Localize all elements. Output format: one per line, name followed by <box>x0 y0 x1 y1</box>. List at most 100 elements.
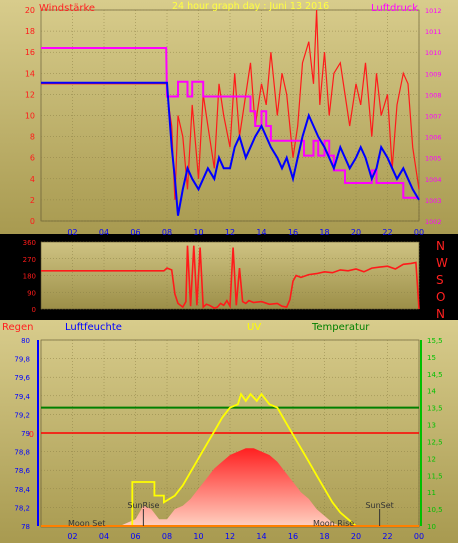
climate-x-tick-label: 08 <box>162 532 172 541</box>
wind-tick-label: 0 <box>30 217 35 226</box>
climate-x-tick-label: 10 <box>193 532 203 541</box>
direction-letter-o: O <box>436 290 445 304</box>
temperature-tick-label: 12,5 <box>427 438 443 446</box>
humidity-tick-label: 78,8 <box>14 449 30 457</box>
climate-x-tick-label: 22 <box>382 532 392 541</box>
humidity-y-axis: 78 78,2 78,4 78,6 78,8 79 79,2 79,4 79,6 79,8 80 <box>14 337 39 531</box>
humidity-tick-label: 78,6 <box>14 467 30 475</box>
moon-marker-label: Moon Set <box>68 519 105 528</box>
wind-tick-label: 10 <box>25 112 35 121</box>
wind-y-axis: 0 2 4 6 8 10 12 14 16 18 20 <box>25 6 35 226</box>
pressure-tick-label: 1010 <box>425 49 442 57</box>
wind-tick-label: 14 <box>25 69 35 78</box>
pressure-tick-label: 1006 <box>425 134 442 142</box>
sun-marker-label: SunSet <box>365 501 393 510</box>
wind-gust-line <box>41 9 420 200</box>
pressure-tick-label: 1003 <box>425 197 442 205</box>
pressure-tick-label: 1007 <box>425 113 442 121</box>
temperature-tick-label: 11,5 <box>427 472 443 480</box>
wind-x-tick-label: 00 <box>414 228 424 237</box>
humidity-tick-label: 79,4 <box>14 393 30 401</box>
rain-label: Regen <box>2 322 34 333</box>
wind-tick-label: 2 <box>30 196 35 205</box>
direction-letter-s: S <box>436 273 444 287</box>
sun-moon-markers: SunRise SunSet Moon Set Moon Rise <box>68 501 394 528</box>
wind-x-tick-label: 14 <box>256 228 266 237</box>
wind-x-tick-label: 08 <box>162 228 172 237</box>
direction-tick-label: 180 <box>23 273 36 281</box>
humidity-label: Luftfeuchte <box>65 322 122 333</box>
humidity-tick-label: 80 <box>21 337 30 345</box>
climate-x-tick-label: 14 <box>256 532 266 541</box>
rain-zero-marker: 0 <box>29 430 34 439</box>
pressure-line <box>41 47 419 199</box>
wind-tick-label: 8 <box>30 133 35 142</box>
climate-x-axis: 02 04 06 08 10 12 14 16 18 20 22 00 <box>67 532 424 541</box>
temperature-tick-label: 15,5 <box>427 337 443 345</box>
wind-x-tick-label: 12 <box>225 228 235 237</box>
wind-x-tick-label: 10 <box>193 228 203 237</box>
temperature-y-axis: 10 10,5 11 11,5 12 12,5 13 13,5 14 14,5 15 15,5 <box>420 337 443 531</box>
pressure-tick-label: 1012 <box>425 7 442 15</box>
wind-x-tick-label: 20 <box>351 228 361 237</box>
pressure-tick-label: 1009 <box>425 70 442 78</box>
direction-letter-n-bottom: N <box>436 307 445 321</box>
direction-letter-n-top: N <box>436 239 445 253</box>
wind-x-tick-label: 02 <box>67 228 77 237</box>
wind-tick-label: 18 <box>25 27 35 36</box>
temperature-tick-label: 10 <box>427 523 436 531</box>
humidity-tick-label: 78,2 <box>14 504 30 512</box>
wind-label: Windstärke <box>39 3 95 14</box>
wind-tick-label: 12 <box>25 90 35 99</box>
sun-marker-label: SunRise <box>127 501 159 510</box>
wind-x-tick-label: 04 <box>99 228 109 237</box>
temperature-tick-label: 11 <box>427 489 436 497</box>
direction-tick-label: 0 <box>32 306 36 314</box>
pressure-y-axis: 1002 1003 1004 1005 1006 1007 1008 1009 1010 1011… <box>425 7 442 226</box>
wind-tick-label: 20 <box>25 6 35 15</box>
uv-label: UV <box>247 322 261 333</box>
temperature-tick-label: 10,5 <box>427 506 443 514</box>
climate-x-tick-label: 18 <box>319 532 329 541</box>
pressure-tick-label: 1002 <box>425 218 442 226</box>
climate-x-tick-label: 06 <box>130 532 140 541</box>
climate-x-tick-label: 04 <box>99 532 109 541</box>
pressure-tick-label: 1004 <box>425 176 442 184</box>
pressure-label: Luftdruck <box>371 3 418 14</box>
temperature-tick-label: 15 <box>427 354 436 362</box>
humidity-tick-label: 79,2 <box>14 411 30 419</box>
wind-x-tick-label: 16 <box>288 228 298 237</box>
wind-x-tick-label: 06 <box>130 228 140 237</box>
wind-tick-label: 4 <box>30 175 35 184</box>
wind-tick-label: 6 <box>30 154 35 163</box>
direction-letters: N W S O N <box>436 239 448 321</box>
wind-average-line <box>41 81 420 216</box>
moon-marker-label: Moon Rise <box>313 519 354 528</box>
wind-tick-label: 16 <box>25 48 35 57</box>
climate-x-tick-label: 02 <box>67 532 77 541</box>
direction-tick-label: 90 <box>27 289 36 297</box>
pressure-tick-label: 1005 <box>425 155 442 163</box>
climate-x-tick-label: 16 <box>288 532 298 541</box>
wind-x-tick-label: 18 <box>319 228 329 237</box>
humidity-tick-label: 79 <box>21 430 30 438</box>
panel-wind-background <box>0 0 458 234</box>
temperature-tick-label: 13 <box>427 422 436 430</box>
direction-letter-w: W <box>436 256 448 270</box>
humidity-tick-label: 79,6 <box>14 374 30 382</box>
climate-x-tick-label: 20 <box>351 532 361 541</box>
graph-title: 24 hour graph day : Juni 13 2016 <box>172 1 329 12</box>
direction-tick-label: 270 <box>23 256 36 264</box>
humidity-tick-label: 78 <box>21 523 30 531</box>
humidity-tick-label: 79,8 <box>14 356 30 364</box>
wind-x-tick-label: 22 <box>382 228 392 237</box>
humidity-tick-label: 78,4 <box>14 486 30 494</box>
pressure-tick-label: 1011 <box>425 28 442 36</box>
pressure-tick-label: 1008 <box>425 91 442 99</box>
temperature-tick-label: 14 <box>427 388 436 396</box>
wind-x-axis: 02 04 06 08 10 12 14 16 18 20 22 00 <box>67 228 424 237</box>
temperature-tick-label: 13,5 <box>427 405 443 413</box>
temperature-label: Temperatur <box>311 322 370 333</box>
solar-area <box>41 448 419 526</box>
